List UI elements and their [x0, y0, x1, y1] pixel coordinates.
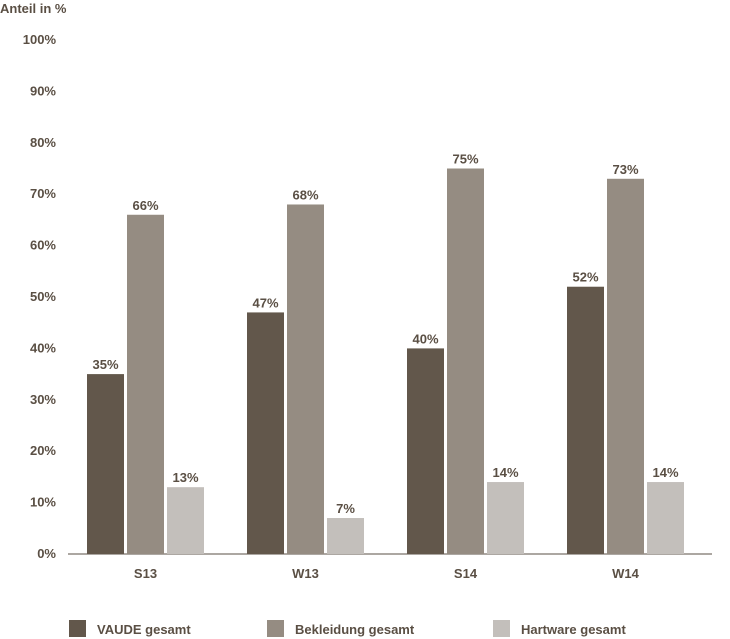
data-label: 47% [252, 295, 278, 310]
data-label: 7% [336, 501, 355, 516]
y-tick-label: 60% [30, 238, 56, 253]
x-category-label: S13 [134, 566, 157, 581]
legend-label: Bekleidung gesamt [295, 622, 415, 637]
data-label: 68% [292, 187, 318, 202]
y-tick-label: 90% [30, 83, 56, 98]
x-axis-categories: S13 W13 S14 W14 [134, 566, 640, 581]
data-label: 13% [172, 470, 198, 485]
x-category-label: W13 [292, 566, 319, 581]
data-label: 35% [92, 357, 118, 372]
bar-W13-1 [287, 204, 324, 555]
legend-swatch [493, 620, 510, 637]
legend-swatch [267, 620, 284, 637]
y-axis-label: Anteil in % [0, 1, 67, 16]
y-tick-label: 80% [30, 135, 56, 150]
y-tick-label: 0% [37, 546, 56, 561]
x-category-label: S14 [454, 566, 478, 581]
y-tick-label: 30% [30, 392, 56, 407]
bar-W13-2 [327, 518, 364, 554]
y-axis-ticks: 0% 10% 20% 30% 40% 50% 60% 70% 80% 90% 100% [23, 32, 57, 561]
y-tick-label: 20% [30, 443, 56, 458]
data-label: 73% [612, 162, 638, 177]
data-label: 52% [572, 270, 598, 285]
bar-S13-1 [127, 214, 164, 554]
bars [87, 168, 684, 555]
y-tick-label: 10% [30, 495, 56, 510]
y-tick-label: 50% [30, 289, 56, 304]
bar-S13-2 [167, 487, 204, 554]
y-tick-label: 100% [23, 32, 57, 47]
bar-S13-0 [87, 374, 124, 554]
legend-swatch [69, 620, 86, 637]
bar-S14-2 [487, 482, 524, 554]
data-labels: 35% 66% 13% 47% 68% 7% 40% 75% 14% 52% 73% 14% [92, 152, 678, 517]
bar-W14-1 [607, 178, 644, 554]
y-tick-label: 40% [30, 340, 56, 355]
data-label: 40% [412, 331, 438, 346]
data-label: 14% [492, 465, 518, 480]
y-tick-label: 70% [30, 186, 56, 201]
bar-S14-0 [407, 348, 444, 554]
legend: VAUDE gesamt Bekleidung gesamt Hartware ge… [69, 620, 626, 637]
data-label: 14% [652, 465, 678, 480]
legend-label: Hartware gesamt [521, 622, 626, 637]
legend-label: VAUDE gesamt [97, 622, 191, 637]
data-label: 75% [452, 152, 478, 167]
bar-W14-0 [567, 286, 604, 554]
bar-S14-1 [447, 168, 484, 554]
bar-W13-0 [247, 312, 284, 554]
bar-W14-2 [647, 482, 684, 554]
x-category-label: W14 [612, 566, 640, 581]
data-label: 66% [132, 198, 158, 213]
